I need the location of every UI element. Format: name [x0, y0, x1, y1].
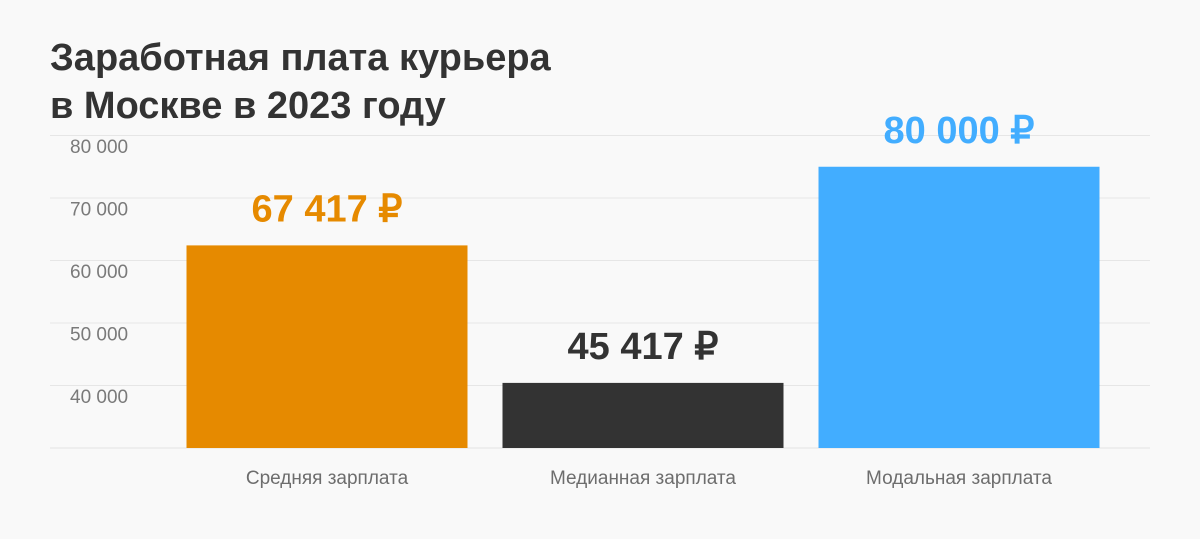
bar-value-label: 80 000 ₽	[884, 110, 1035, 152]
chart-title: Заработная плата курьера в Москве в 2023…	[50, 34, 950, 130]
value-labels: 67 417 ₽ 45 417 ₽ 80 000 ₽	[252, 110, 1035, 368]
bar-value-label: 45 417 ₽	[568, 326, 719, 368]
y-tick-label: 50 000	[70, 324, 128, 345]
bars	[186, 166, 1100, 448]
category-label: Медианная зарплата	[550, 468, 736, 489]
category-label: Средняя зарплата	[246, 468, 409, 489]
bar	[186, 245, 468, 448]
y-tick-label: 40 000	[70, 387, 128, 408]
y-tick-label: 70 000	[70, 199, 128, 220]
x-axis-category-labels: Средняя зарплата Медианная зарплата Модаль…	[246, 468, 1053, 489]
bar	[818, 166, 1100, 448]
bar-value-label: 67 417 ₽	[252, 188, 403, 230]
chart-title-line-1: Заработная плата курьера	[50, 37, 551, 79]
category-label: Модальная зарплата	[866, 468, 1052, 489]
bar	[502, 382, 784, 448]
y-axis-tick-labels: 40 000 50 000 60 000 70 000 80 000	[70, 137, 128, 408]
y-tick-label: 60 000	[70, 262, 128, 283]
chart-title-line-2: в Москве в 2023 году	[50, 85, 446, 127]
y-tick-label: 80 000	[70, 137, 128, 158]
